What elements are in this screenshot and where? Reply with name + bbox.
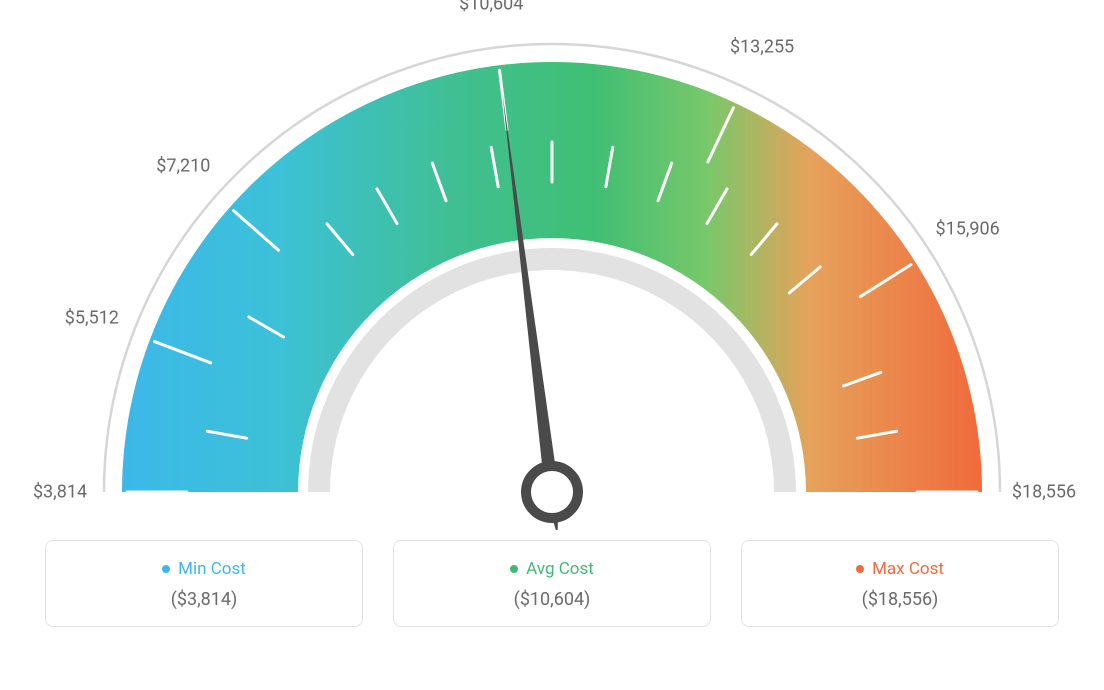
gauge-tick-label: $3,814 (33, 482, 87, 503)
avg-cost-dot-icon (510, 565, 518, 573)
max-cost-card: Max Cost ($18,556) (741, 540, 1059, 627)
max-cost-title: Max Cost (752, 559, 1048, 579)
max-cost-value: ($18,556) (752, 589, 1048, 610)
avg-cost-value: ($10,604) (404, 589, 700, 610)
min-cost-title-text: Min Cost (178, 559, 246, 579)
min-cost-card: Min Cost ($3,814) (45, 540, 363, 627)
avg-cost-card: Avg Cost ($10,604) (393, 540, 711, 627)
gauge-tick-label: $7,210 (156, 156, 210, 177)
gauge-tick-label: $18,556 (1012, 482, 1076, 503)
gauge-tick-label: $10,604 (459, 0, 523, 14)
max-cost-dot-icon (856, 565, 864, 573)
min-cost-dot-icon (162, 565, 170, 573)
cost-gauge-chart: $3,814 $5,512 $7,210 $10,604 $13,255 $15,906 $… (0, 0, 1104, 530)
legend-row: Min Cost ($3,814) Avg Cost ($10,604) Max… (0, 540, 1104, 627)
avg-cost-title: Avg Cost (404, 559, 700, 579)
avg-cost-title-text: Avg Cost (526, 559, 594, 579)
gauge-tick-label: $15,906 (935, 218, 999, 239)
gauge-tick-label: $13,255 (730, 37, 794, 58)
min-cost-title: Min Cost (56, 559, 352, 579)
gauge-tick-label: $5,512 (65, 307, 119, 328)
max-cost-title-text: Max Cost (872, 559, 944, 579)
min-cost-value: ($3,814) (56, 589, 352, 610)
gauge-svg (0, 0, 1104, 530)
